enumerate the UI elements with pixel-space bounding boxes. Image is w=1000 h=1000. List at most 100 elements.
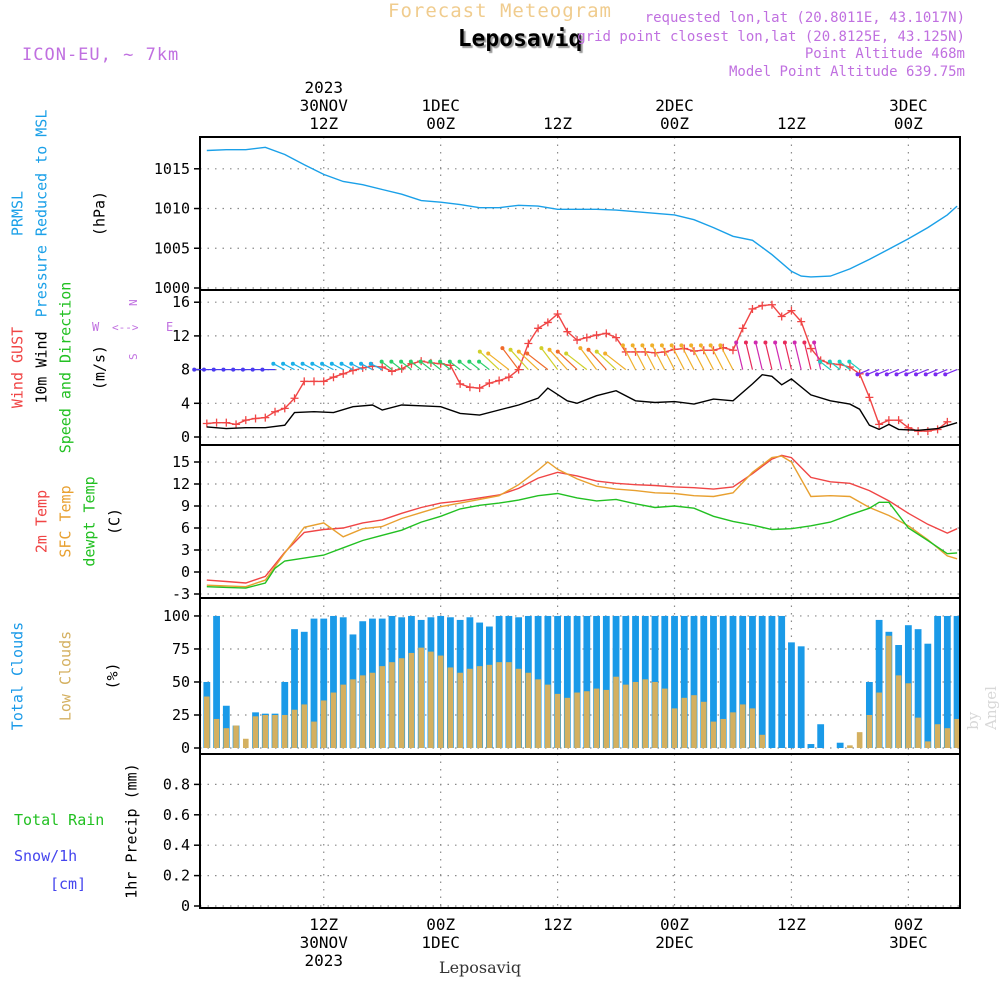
wind-arrow xyxy=(428,359,442,371)
panel-label-wind: (m/s) xyxy=(91,345,109,390)
wind-arrow-head xyxy=(586,347,591,352)
gust-marker xyxy=(339,369,348,378)
low-cloud-bar xyxy=(603,689,610,748)
y-tick-label: 50 xyxy=(172,673,190,691)
panel-label-temperature: (C) xyxy=(106,508,124,535)
bottom-time-label: 3DEC xyxy=(889,933,928,952)
wind-arrow xyxy=(260,367,276,372)
wind-arrow-head xyxy=(594,349,599,354)
wind-arrow-head xyxy=(555,349,560,354)
grid-point-coords: grid point closest lon,lat (20.8125E, 43… xyxy=(577,29,965,45)
gust-marker xyxy=(397,364,406,373)
wind-arrow xyxy=(865,369,880,377)
y-tick-label: 16 xyxy=(172,293,190,311)
wind-arrow-head xyxy=(669,343,674,348)
low-cloud-bar xyxy=(545,684,551,748)
panel-label-precip: 1hr Precip (mm) xyxy=(123,763,141,898)
bottom-time-label: 1DEC xyxy=(421,933,460,952)
wind-arrow-shaft xyxy=(896,369,909,375)
legend-snow: Snow/1h xyxy=(14,847,77,865)
wind-arrow-shaft xyxy=(479,351,500,371)
compass-w: W xyxy=(92,320,100,334)
wind-arrow xyxy=(516,349,539,371)
wind-arrow-shaft xyxy=(680,345,695,370)
wind-arrow-head xyxy=(782,340,787,345)
low-cloud-bar xyxy=(525,672,532,748)
wind-arrow-shaft xyxy=(794,342,802,370)
low-cloud-bar xyxy=(671,708,678,748)
wind-arrow xyxy=(320,361,334,371)
low-cloud-bar xyxy=(350,679,356,748)
wind-arrow-head xyxy=(201,367,206,372)
top-time-label: 30NOV xyxy=(300,96,349,115)
wind-arrow-head xyxy=(792,340,797,345)
wind-arrow xyxy=(594,349,617,371)
wind-arrow-shaft xyxy=(565,353,588,371)
wind-arrow-head xyxy=(447,359,452,364)
wind-arrow-shaft xyxy=(273,363,286,371)
low-cloud-bar xyxy=(457,672,463,748)
wind-arrow xyxy=(782,340,793,370)
low-cloud-bar xyxy=(437,655,444,748)
wind-arrow-head xyxy=(320,361,325,366)
low-cloud-bar xyxy=(584,691,590,748)
wind-arrow-shaft xyxy=(641,345,656,370)
wind-arrow-head xyxy=(630,343,635,348)
panel-temperature xyxy=(194,444,961,599)
gust-marker xyxy=(271,407,280,416)
total-cloud-bar xyxy=(291,629,298,748)
top-time-label: 12Z xyxy=(543,114,572,133)
wind-arrow-shaft xyxy=(784,342,793,370)
wind-arrow-head xyxy=(389,359,394,364)
wind-arrow-head xyxy=(933,372,938,377)
total-cloud-bar xyxy=(914,629,922,748)
wind-arrow-shaft xyxy=(829,361,841,371)
series-line xyxy=(206,492,958,589)
gust-marker xyxy=(563,327,572,336)
gust-marker xyxy=(758,301,767,310)
wind-arrow xyxy=(679,343,695,370)
wind-arrow-shaft xyxy=(886,369,899,375)
wind-arrow xyxy=(734,340,744,370)
gust-marker xyxy=(212,418,221,427)
gust-marker xyxy=(202,419,211,428)
wind-arrow-shaft xyxy=(588,349,607,371)
wind-arrow-head xyxy=(718,343,723,348)
wind-arrow-head xyxy=(457,359,462,364)
wind-arrow xyxy=(914,369,929,377)
total-cloud-bar xyxy=(661,615,669,748)
low-cloud-bar xyxy=(467,668,473,748)
low-cloud-bar xyxy=(369,672,376,748)
gust-marker xyxy=(475,384,484,393)
gust-marker xyxy=(884,416,893,425)
low-cloud-bar xyxy=(242,738,249,748)
low-cloud-bar xyxy=(691,695,697,748)
gust-marker xyxy=(748,304,757,313)
wind-arrow-head xyxy=(763,340,768,345)
wind-arrow-head xyxy=(211,367,216,372)
point-altitude: Point Altitude 468m xyxy=(804,46,965,62)
low-cloud-bar xyxy=(944,728,951,748)
wind-arrow xyxy=(827,359,841,371)
requested-coords: requested lon,lat (20.8011E, 43.1017N) xyxy=(644,10,965,26)
gust-marker xyxy=(241,416,250,425)
wind-arrow xyxy=(875,369,890,377)
low-cloud-bar xyxy=(320,700,327,748)
wind-arrow-shaft xyxy=(622,345,637,370)
low-cloud-bar xyxy=(340,684,347,748)
low-cloud-bar xyxy=(876,692,882,748)
total-cloud-bar xyxy=(875,619,883,748)
wind-arrow-head xyxy=(516,349,521,354)
wind-arrow-shaft xyxy=(764,342,773,370)
wind-arrow-shaft xyxy=(370,363,383,371)
wind-arrow-shaft xyxy=(341,363,354,371)
wind-arrow xyxy=(486,351,510,371)
low-cloud-bar xyxy=(408,652,415,748)
wind-arrow-head xyxy=(620,343,625,348)
wind-arrow xyxy=(620,343,637,370)
gust-marker xyxy=(524,339,533,348)
wind-arrow-shaft xyxy=(819,361,831,371)
wind-arrow-head xyxy=(837,359,842,364)
y-tick-label: 75 xyxy=(172,640,190,658)
